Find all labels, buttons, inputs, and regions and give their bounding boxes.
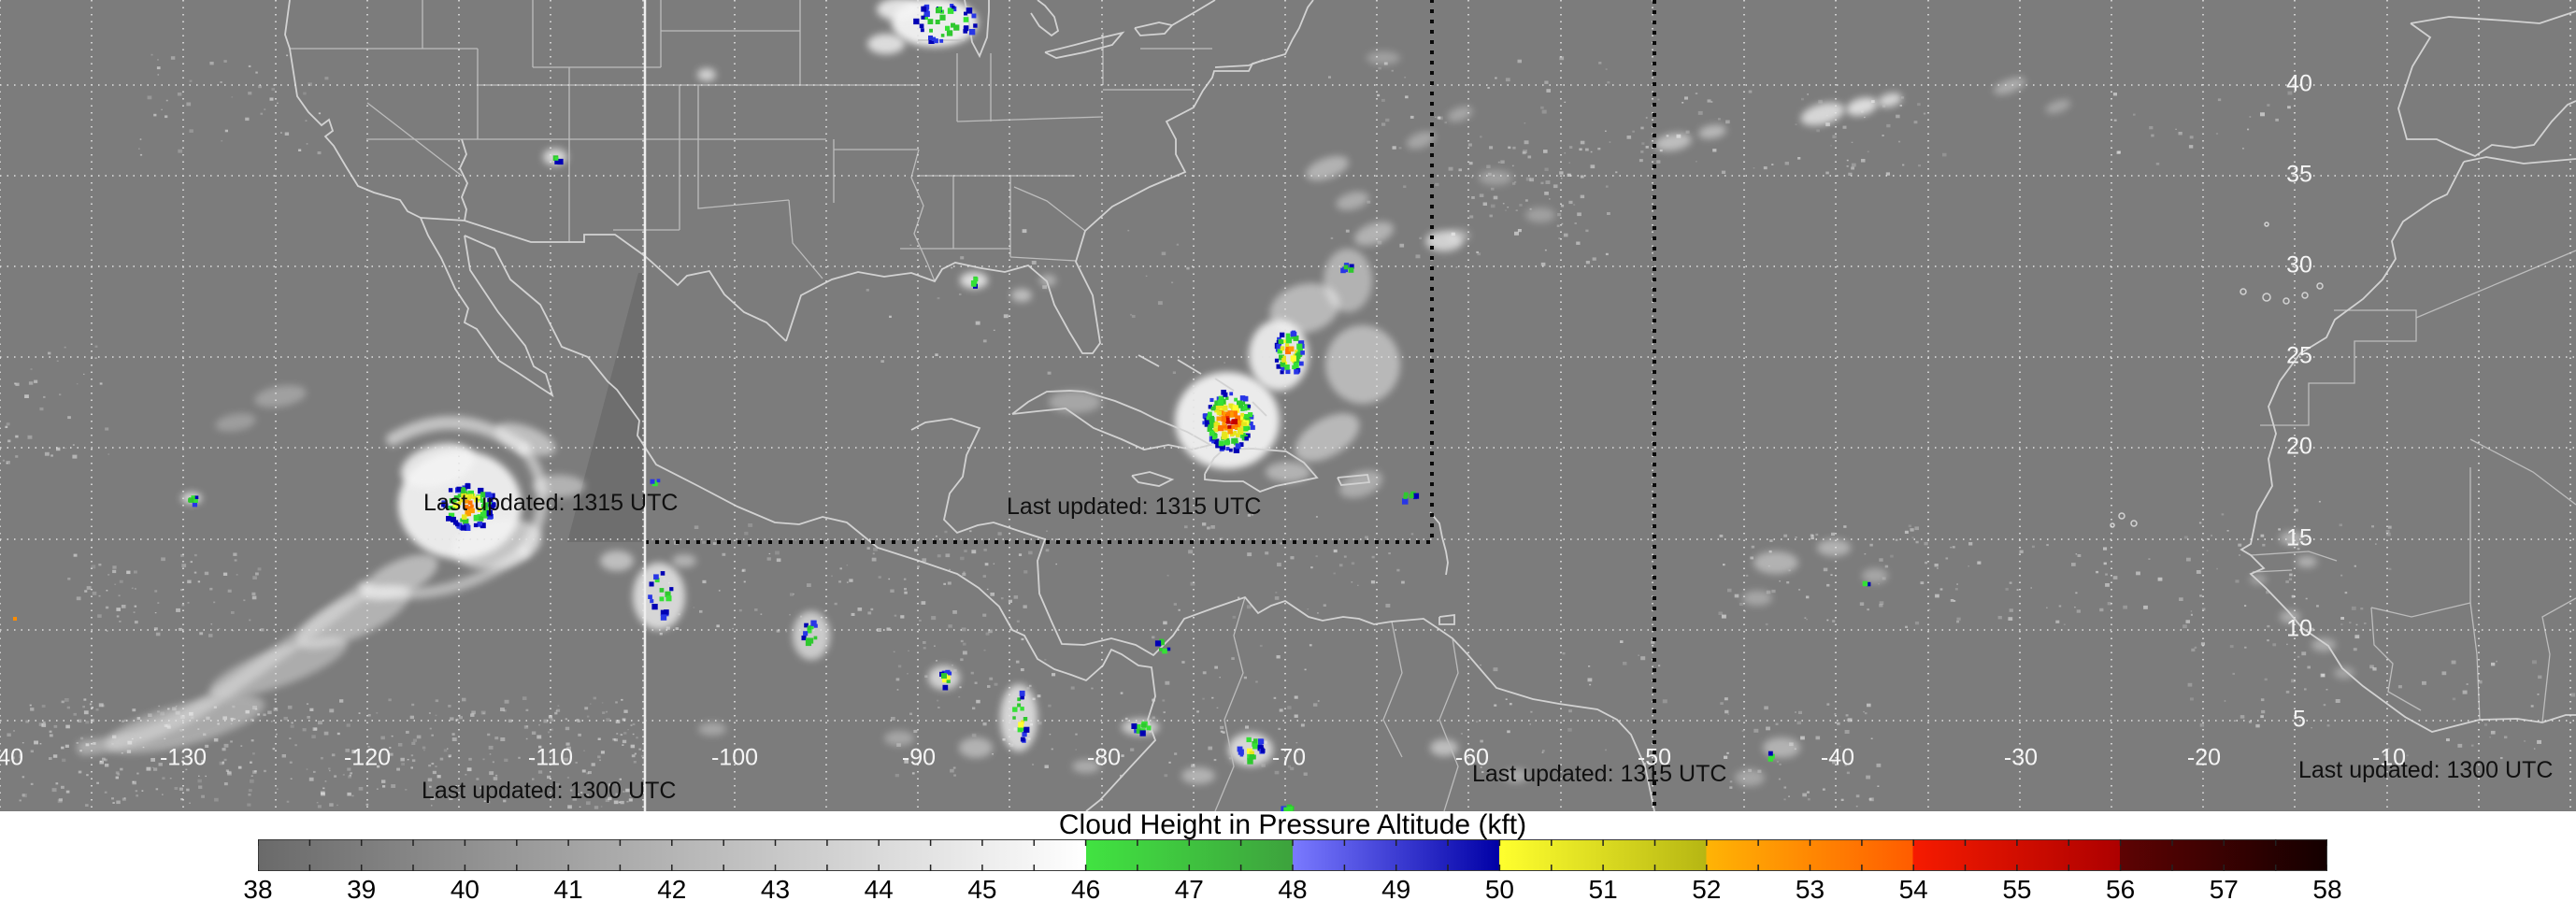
- last-updated-stamp: Last updated: 1315 UTC: [1472, 761, 1726, 787]
- longitude-label: -110: [528, 745, 573, 771]
- hurricane-spiral-band: [386, 416, 530, 455]
- latitude-label: 15: [2286, 525, 2312, 551]
- last-updated-stamp: Last updated: 1300 UTC: [422, 778, 676, 804]
- colorbar-tick-label: 56: [2106, 875, 2136, 901]
- convective-storm-cells: [13, 4, 1871, 811]
- colorbar-labels: 38 39 40 41 42 43 44 45 46 47 48 49 50 51 52 53 54 55 56 57…: [0, 875, 2576, 901]
- longitude-label: -140: [0, 745, 23, 771]
- longitude-label: -50: [1638, 745, 1671, 771]
- colorbar-tick-label: 55: [2002, 875, 2032, 901]
- cloud-blobs: [77, 0, 2354, 786]
- storm-pixel: [928, 36, 933, 40]
- longitude-label: -100: [711, 745, 758, 771]
- latitude-label: 30: [2286, 252, 2312, 279]
- island-outline: [2262, 293, 2271, 302]
- longitude-label: -130: [160, 745, 207, 771]
- last-updated-stamp: Last updated: 1315 UTC: [423, 490, 678, 516]
- colorbar-title: Cloud Height in Pressure Altitude (kft): [1058, 809, 1527, 840]
- colorbar-tick-label: 53: [1795, 875, 1825, 901]
- grid-labels: -140 -130 -120 -110 -100 -90 -80 -70 -60 -50 -40 -3…: [0, 71, 2406, 771]
- island-outline: [2110, 522, 2115, 528]
- colorbar-gradient: [258, 839, 2327, 871]
- colorbar-tick-label: 46: [1071, 875, 1101, 901]
- last-updated-stamp: Last updated: 1300 UTC: [2298, 757, 2553, 783]
- colorbar-tick-label: 49: [1381, 875, 1411, 901]
- colorbar-tick-label: 50: [1484, 875, 1514, 901]
- longitude-label: -60: [1455, 745, 1489, 771]
- island-outline: [2283, 297, 2290, 305]
- colorbar-tick-label: 45: [967, 875, 997, 901]
- island-outline: [2264, 222, 2269, 227]
- longitude-label: -10: [2372, 745, 2406, 771]
- longitude-label: -90: [902, 745, 936, 771]
- longitude-label: -80: [1087, 745, 1121, 771]
- colorbar-tick-label: 57: [2209, 875, 2239, 901]
- island-outline: [2118, 512, 2125, 520]
- colorbar-tick-label: 38: [243, 875, 273, 901]
- colorbar-tick-label: 47: [1174, 875, 1204, 901]
- colorbar-tick-label: 48: [1278, 875, 1308, 901]
- colorbar-tick-label: 51: [1588, 875, 1618, 901]
- latitude-label: 10: [2286, 616, 2312, 642]
- colorbar-tick-label: 43: [760, 875, 791, 901]
- longitude-label: -20: [2187, 745, 2221, 771]
- latitude-label: 40: [2286, 71, 2312, 97]
- colorbar-tick-label: 54: [1898, 875, 1928, 901]
- colorbar-tick-label: 41: [553, 875, 583, 901]
- hurricane-spiral-band: [77, 581, 372, 755]
- longitude-label: -40: [1821, 745, 1854, 771]
- colorbar-tick-label: 42: [657, 875, 687, 901]
- longitude-label: -70: [1272, 745, 1306, 771]
- goes-west-limb-wedge: [567, 273, 645, 542]
- island-outline: [2240, 288, 2247, 295]
- hurricane-spiral-band: [359, 546, 529, 599]
- colorbar-tick-label: 52: [1692, 875, 1722, 901]
- island-outline: [2130, 520, 2138, 527]
- colorbar-tick-label: 44: [864, 875, 894, 901]
- storm-pixel: [13, 617, 17, 621]
- latitude-label: 5: [2293, 707, 2306, 733]
- longitude-label: -120: [344, 745, 391, 771]
- map-canvas: -140 -130 -120 -110 -100 -90 -80 -70 -60 -50 -40 -3…: [0, 0, 2576, 811]
- latitude-label: 35: [2286, 162, 2312, 188]
- latitude-label: 25: [2286, 343, 2312, 369]
- colorbar-tick-label: 58: [2312, 875, 2342, 901]
- hurricane-spiral-band: [518, 443, 548, 557]
- colorbar-tick-label: 40: [450, 875, 479, 901]
- colorbar-tick-label: 39: [347, 875, 377, 901]
- latitude-label: 20: [2286, 434, 2312, 460]
- island-outline: [2316, 282, 2324, 290]
- island-outline: [2301, 292, 2309, 299]
- last-updated-stamp: Last updated: 1315 UTC: [1007, 493, 1261, 520]
- longitude-label: -30: [2004, 745, 2038, 771]
- last-updated-stamps: Last updated: 1315 UTC Last updated: 1315…: [422, 490, 2553, 804]
